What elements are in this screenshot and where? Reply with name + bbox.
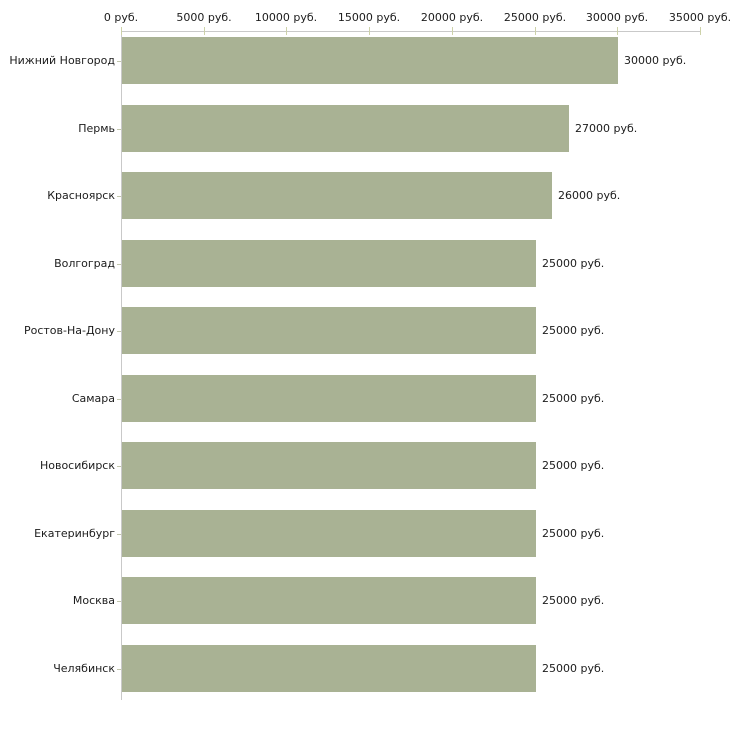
x-axis-tick <box>369 27 370 35</box>
y-axis-tick <box>117 399 121 400</box>
value-label: 25000 руб. <box>542 459 605 472</box>
category-label: Москва <box>72 594 115 607</box>
y-axis-tick <box>117 129 121 130</box>
value-label: 25000 руб. <box>542 527 605 540</box>
category-label: Ростов-На-Дону <box>23 324 115 337</box>
x-axis-tick-label: 5000 руб. <box>176 11 232 24</box>
y-axis-line <box>121 31 122 700</box>
value-label: 25000 руб. <box>542 594 605 607</box>
value-label: 25000 руб. <box>542 392 605 405</box>
value-label: 25000 руб. <box>542 324 605 337</box>
y-axis-tick <box>117 601 121 602</box>
x-axis-tick <box>617 27 618 35</box>
category-label: Челябинск <box>53 662 115 675</box>
bar <box>122 510 536 557</box>
category-label: Нижний Новгород <box>9 54 115 67</box>
bar <box>122 577 536 624</box>
x-axis-tick <box>535 27 536 35</box>
y-axis-tick <box>117 669 121 670</box>
category-label: Самара <box>71 392 115 405</box>
x-axis-tick-label: 30000 руб. <box>585 11 649 24</box>
bar <box>122 240 536 287</box>
category-label: Волгоград <box>54 257 115 270</box>
bar <box>122 37 618 84</box>
category-label: Красноярск <box>47 189 115 202</box>
x-axis-tick <box>204 27 205 35</box>
x-axis-tick-label: 20000 руб. <box>420 11 484 24</box>
x-axis-tick-label: 35000 руб. <box>668 11 730 24</box>
x-axis-tick-label: 25000 руб. <box>503 11 567 24</box>
x-axis-tick-label: 0 руб. <box>103 11 139 24</box>
y-axis-tick <box>117 264 121 265</box>
bar <box>122 172 552 219</box>
y-axis-tick <box>117 534 121 535</box>
bar <box>122 307 536 354</box>
bar <box>122 442 536 489</box>
value-label: 26000 руб. <box>558 189 621 202</box>
category-label: Екатеринбург <box>34 527 115 540</box>
bar <box>122 645 536 692</box>
x-axis-tick-label: 15000 руб. <box>337 11 401 24</box>
y-axis-tick <box>117 466 121 467</box>
x-axis-tick-label: 10000 руб. <box>254 11 318 24</box>
value-label: 27000 руб. <box>575 122 638 135</box>
bar <box>122 375 536 422</box>
x-axis-tick <box>700 27 701 35</box>
value-label: 25000 руб. <box>542 662 605 675</box>
x-axis-tick <box>286 27 287 35</box>
x-axis-tick <box>121 27 122 35</box>
y-axis-tick <box>117 331 121 332</box>
value-label: 30000 руб. <box>624 54 687 67</box>
x-axis-tick <box>452 27 453 35</box>
bar <box>122 105 569 152</box>
value-label: 25000 руб. <box>542 257 605 270</box>
category-label: Новосибирск <box>39 459 115 472</box>
x-axis-line <box>121 31 700 32</box>
y-axis-tick <box>117 61 121 62</box>
y-axis-tick <box>117 196 121 197</box>
category-label: Пермь <box>78 122 115 135</box>
